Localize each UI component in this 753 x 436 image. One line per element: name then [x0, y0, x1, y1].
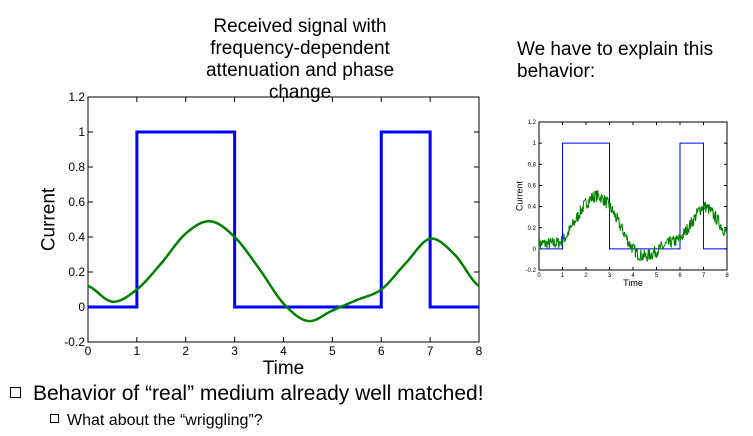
x-tick-label: 4	[280, 344, 287, 358]
x-tick-label: 8	[476, 344, 483, 358]
bullet-2: What about the “wriggling”?	[50, 412, 263, 430]
x-tick-label: 3	[231, 344, 238, 358]
bullet-text: What about the “wriggling”?	[67, 412, 263, 429]
series-line-square	[539, 142, 727, 250]
chart-title: Received signal with frequency-dependent…	[205, 16, 395, 103]
y-axis-label: Current	[515, 180, 525, 211]
y-tick-label: 0.2	[528, 226, 537, 232]
x-tick-label: 2	[182, 344, 189, 358]
checkbox-bullet-icon	[10, 386, 21, 398]
x-tick-label: 6	[378, 344, 385, 358]
y-tick-label: 1	[533, 141, 537, 147]
y-tick-label: 0.8	[68, 160, 85, 174]
series-line-received-noisy	[538, 190, 728, 262]
y-tick-label: 1	[78, 125, 85, 139]
y-tick-label: 0.8	[528, 162, 537, 168]
x-tick-label: 1	[561, 273, 565, 279]
x-tick-label: 0	[85, 344, 92, 358]
x-tick-label: 7	[427, 344, 434, 358]
y-tick-label: -0.2	[64, 335, 85, 349]
y-tick-label: -0.2	[526, 268, 537, 274]
y-tick-label: 0	[78, 300, 85, 314]
right-heading: We have to explain this behavior:	[517, 39, 714, 82]
y-tick-label: 0.6	[528, 184, 537, 190]
x-tick-label: 1	[134, 344, 141, 358]
bullet-1: Behavior of “real” medium already well m…	[10, 382, 484, 406]
x-tick-label: 8	[725, 273, 729, 279]
y-tick-label: 1.2	[68, 90, 85, 104]
x-tick-label: 5	[329, 344, 336, 358]
x-tick-label: 6	[678, 273, 682, 279]
x-tick-label: 3	[608, 273, 612, 279]
x-tick-label: 7	[702, 273, 706, 279]
y-tick-label: 0	[533, 247, 537, 253]
y-tick-label: 0.4	[528, 205, 537, 211]
x-tick-label: 5	[655, 273, 659, 279]
y-tick-label: 0.2	[68, 265, 85, 279]
x-tick-label: 2	[584, 273, 588, 279]
x-tick-label: 0	[537, 273, 541, 279]
x-axis-label: Time	[263, 358, 305, 379]
y-tick-label: 0.6	[68, 195, 85, 209]
bullet-text: Behavior of “real” medium already well m…	[33, 382, 484, 405]
series-line-square	[88, 130, 479, 309]
y-tick-label: 0.4	[68, 230, 85, 244]
series-line-received	[87, 219, 480, 323]
y-tick-label: 1.2	[528, 120, 537, 126]
plot-frame	[538, 121, 728, 271]
x-tick-label: 4	[631, 273, 635, 279]
x-axis-label: Time	[623, 278, 643, 288]
checkbox-bullet-icon	[50, 414, 59, 424]
y-axis-label: Current	[39, 187, 60, 251]
